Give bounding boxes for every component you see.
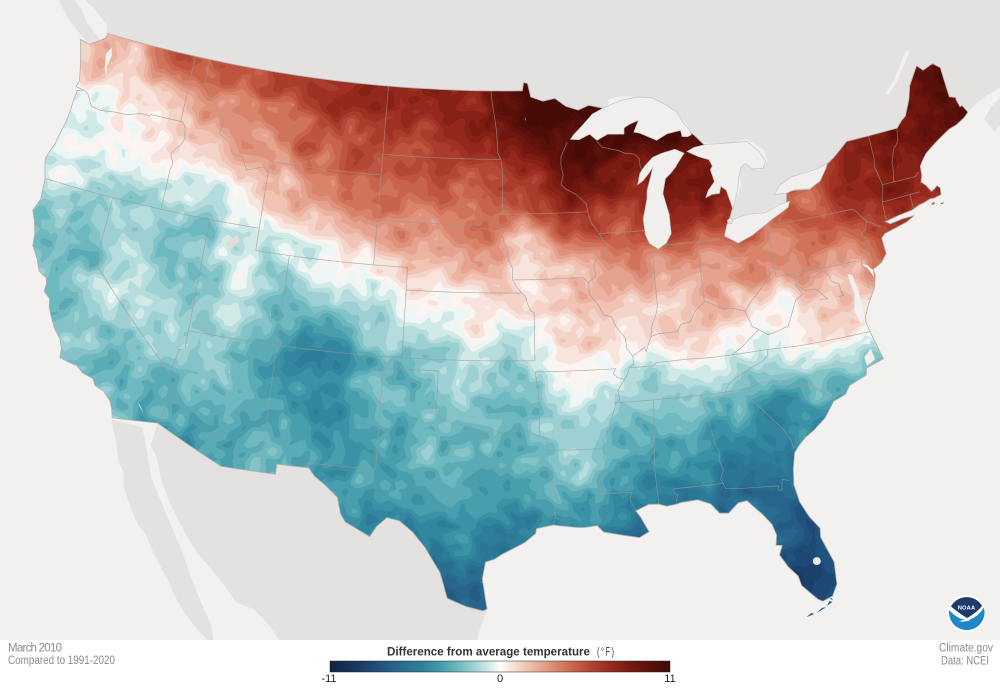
- svg-text:( ° F ): ( ° F ): [597, 645, 614, 659]
- svg-text:Data: NCEI: Data: NCEI: [941, 656, 989, 668]
- svg-text:0: 0: [497, 673, 503, 685]
- svg-text:Climate.gov: Climate.gov: [939, 643, 993, 655]
- svg-text:-11: -11: [321, 673, 336, 685]
- svg-text:Compared to 1991-2020: Compared to 1991-2020: [8, 655, 115, 667]
- svg-text:March 2010: March 2010: [8, 643, 62, 655]
- svg-text:11: 11: [664, 673, 675, 685]
- svg-text:Difference from average temper: Difference from average temperature: [387, 645, 590, 659]
- svg-text:NOAA: NOAA: [958, 606, 976, 612]
